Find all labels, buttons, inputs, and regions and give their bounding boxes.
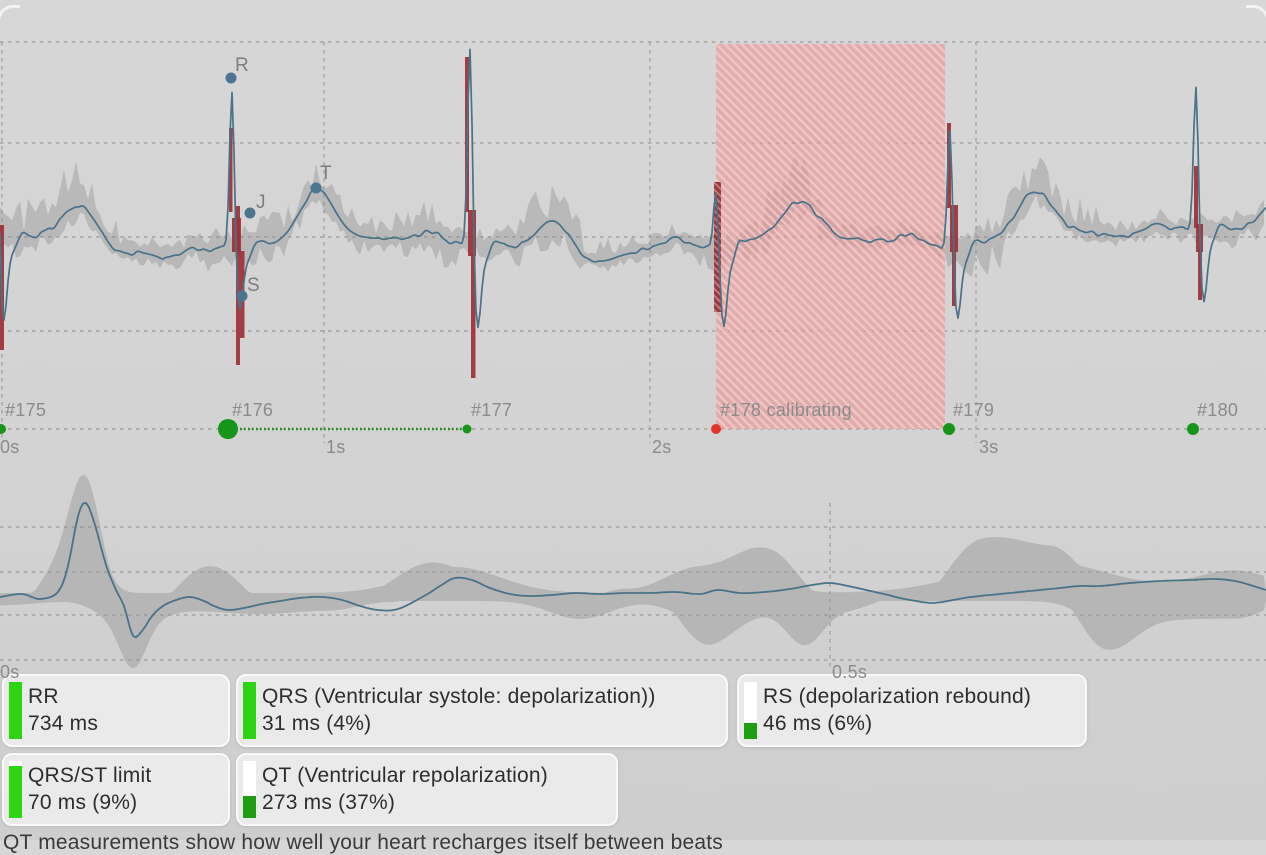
time-tick-label: 2s	[652, 437, 672, 457]
wave-point-label: R	[235, 55, 249, 76]
wave-point-label: T	[320, 163, 332, 184]
calibration-region	[716, 44, 945, 429]
wave-point-dot[interactable]	[244, 207, 256, 219]
wave-point-dot[interactable]	[225, 72, 237, 84]
time-tick-label: 1s	[326, 437, 346, 457]
beat-dot[interactable]	[1187, 423, 1199, 435]
metric-title: QRS (Ventricular systole: depolarization…	[262, 685, 656, 708]
metric-value: 734 ms	[28, 712, 99, 735]
metric-value: 31 ms (4%)	[262, 712, 372, 735]
wave-point-label: S	[247, 275, 260, 296]
gridlines	[0, 41, 1266, 668]
metric-card-rr: RR 734 ms	[2, 674, 230, 747]
beat-label: #176	[232, 400, 274, 420]
beat-dot[interactable]	[943, 423, 955, 435]
metric-bar	[243, 682, 256, 739]
metric-value: 70 ms (9%)	[28, 791, 138, 814]
metric-title: RR	[28, 685, 59, 708]
beat-label: #177	[471, 400, 513, 420]
metric-card-qrs: QRS (Ventricular systole: depolarization…	[236, 674, 728, 747]
wave-point-dot[interactable]	[310, 182, 322, 194]
time-tick-label: 0s	[0, 437, 20, 457]
beat-dot[interactable]	[711, 424, 721, 434]
metric-bar	[243, 761, 256, 818]
wave-point-dot[interactable]	[236, 290, 248, 302]
ecg-trace	[0, 48, 1266, 639]
beat-dot[interactable]	[462, 424, 472, 434]
metric-card-qt: QT (Ventricular repolarization) 273 ms (…	[236, 753, 618, 826]
beat-label: #179	[953, 400, 995, 420]
metric-title: RS (depolarization rebound)	[763, 685, 1032, 708]
metric-title: QT (Ventricular repolarization)	[262, 764, 548, 787]
beat-label: #180	[1197, 400, 1239, 420]
time-tick-label: 0.5s	[832, 662, 868, 682]
ecg-charts	[0, 41, 1266, 669]
metric-card-rs: RS (depolarization rebound) 46 ms (6%)	[737, 674, 1087, 747]
metric-value: 46 ms (6%)	[763, 712, 873, 735]
metric-value: 273 ms (37%)	[262, 791, 396, 814]
metric-bar	[9, 761, 22, 818]
time-tick-label: 0s	[0, 662, 20, 682]
time-tick-label: 3s	[979, 437, 999, 457]
beat-label: #178 calibrating	[720, 400, 852, 420]
signal-envelope	[0, 155, 1266, 669]
metric-bar	[9, 682, 22, 739]
metric-card-qrs-st-limit: QRS/ST limit 70 ms (9%)	[2, 753, 230, 826]
beat-dot-selected[interactable]	[218, 419, 238, 439]
footnote-text: QT measurements show how well your heart…	[3, 831, 723, 854]
metric-bar	[744, 682, 757, 739]
wave-point-label: J	[256, 192, 266, 213]
beat-markers	[0, 72, 1199, 439]
metric-title: QRS/ST limit	[28, 764, 152, 787]
beat-dot[interactable]	[0, 424, 6, 434]
beat-label: #175	[5, 400, 47, 420]
